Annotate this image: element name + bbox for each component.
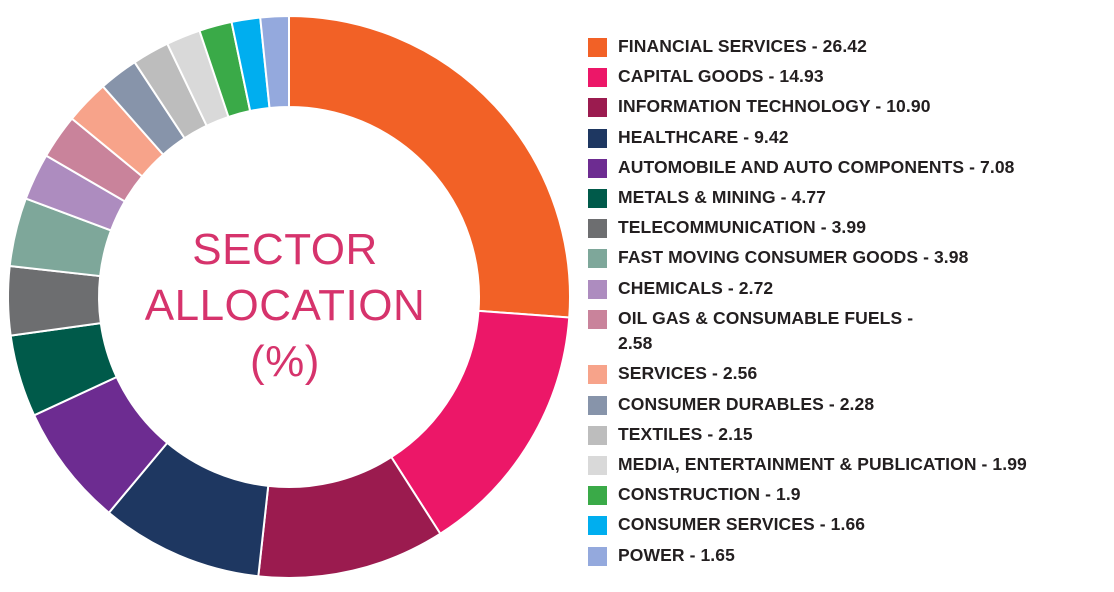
legend-item-consumer-durables: CONSUMER DURABLES - 2.28 (588, 392, 1108, 418)
donut-slices (7, 14, 571, 579)
legend-label: CHEMICALS - 2.72 (618, 277, 774, 298)
legend-item-consumer-services: CONSUMER SERVICES - 1.66 (588, 512, 1108, 538)
legend-swatch (588, 546, 607, 566)
legend-label: FINANCIAL SERVICES - 26.42 (618, 36, 867, 56)
legend-label: HEALTHCARE - 9.42 (618, 126, 789, 147)
legend-item-information-technology: INFORMATION TECHNOLOGY - 10.90 (588, 94, 1108, 120)
legend-swatch (588, 158, 607, 178)
legend-label: FAST MOVING CONSUMER GOODS - 3.98 (618, 247, 969, 268)
legend-item-financial-services: FINANCIAL SERVICES - 26.42 (588, 34, 1108, 60)
legend-swatch (588, 249, 607, 269)
legend-item-construction: CONSTRUCTION - 1.9 (588, 482, 1108, 508)
legend-label: METALS & MINING - 4.77 (618, 186, 827, 207)
legend-label: CONSUMER DURABLES - 2.28 (618, 393, 875, 414)
legend-item-textiles: TEXTILES - 2.15 (588, 422, 1108, 448)
legend-swatch (588, 279, 607, 299)
chart-legend: FINANCIAL SERVICES - 26.42 CAPITAL GOODS… (588, 34, 1108, 573)
legend-item-fmcg: FAST MOVING CONSUMER GOODS - 3.98 (588, 245, 978, 271)
legend-swatch (588, 425, 607, 445)
legend-label: CONSTRUCTION - 1.9 (618, 484, 801, 505)
slice-telecommunication (7, 264, 102, 337)
legend-item-healthcare: HEALTHCARE - 9.42 (588, 125, 1108, 151)
legend-label: CONSUMER SERVICES - 1.66 (618, 514, 866, 535)
legend-item-oil-gas: OIL GAS & CONSUMABLE FUELS - 2.58 (588, 306, 938, 357)
slice-financial-services (288, 14, 571, 319)
legend-label: INFORMATION TECHNOLOGY - 10.90 (618, 96, 931, 117)
legend-swatch (588, 309, 607, 329)
legend-label: MEDIA, ENTERTAINMENT & PUBLICATION - 1.9… (618, 454, 1027, 475)
legend-swatch (588, 219, 607, 239)
legend-item-power: POWER - 1.65 (588, 543, 1108, 569)
legend-swatch (588, 188, 607, 208)
legend-swatch (588, 68, 607, 88)
chart-title-line-1: SECTOR (192, 225, 378, 274)
legend-item-metals-mining: METALS & MINING - 4.77 (588, 185, 1108, 211)
legend-swatch (588, 456, 607, 476)
chart-title-line-3: (%) (250, 337, 320, 386)
legend-label: AUTOMOBILE AND AUTO COMPONENTS - 7.08 (618, 156, 1015, 177)
legend-label: POWER - 1.65 (618, 544, 735, 565)
legend-label: SERVICES - 2.56 (618, 363, 758, 384)
legend-swatch (588, 98, 607, 118)
legend-swatch (588, 38, 607, 57)
legend-item-automobile: AUTOMOBILE AND AUTO COMPONENTS - 7.08 (588, 155, 1038, 181)
legend-item-capital-goods: CAPITAL GOODS - 14.93 (588, 64, 1108, 90)
legend-label: CAPITAL GOODS - 14.93 (618, 66, 824, 87)
legend-swatch (588, 128, 607, 148)
legend-item-chemicals: CHEMICALS - 2.72 (588, 276, 1108, 302)
legend-swatch (588, 365, 607, 385)
legend-swatch (588, 486, 607, 506)
chart-title: SECTOR ALLOCATION (%) (110, 222, 460, 390)
legend-label: TELECOMMUNICATION - 3.99 (618, 217, 867, 238)
legend-label: TEXTILES - 2.15 (618, 423, 753, 444)
legend-item-media: MEDIA, ENTERTAINMENT & PUBLICATION - 1.9… (588, 452, 1108, 478)
legend-item-telecommunication: TELECOMMUNICATION - 3.99 (588, 215, 1108, 241)
legend-label: OIL GAS & CONSUMABLE FUELS - 2.58 (618, 307, 914, 354)
legend-item-services: SERVICES - 2.56 (588, 361, 1108, 387)
legend-swatch (588, 516, 607, 536)
slice-power (259, 14, 290, 110)
chart-title-line-2: ALLOCATION (144, 281, 426, 330)
legend-swatch (588, 395, 607, 415)
